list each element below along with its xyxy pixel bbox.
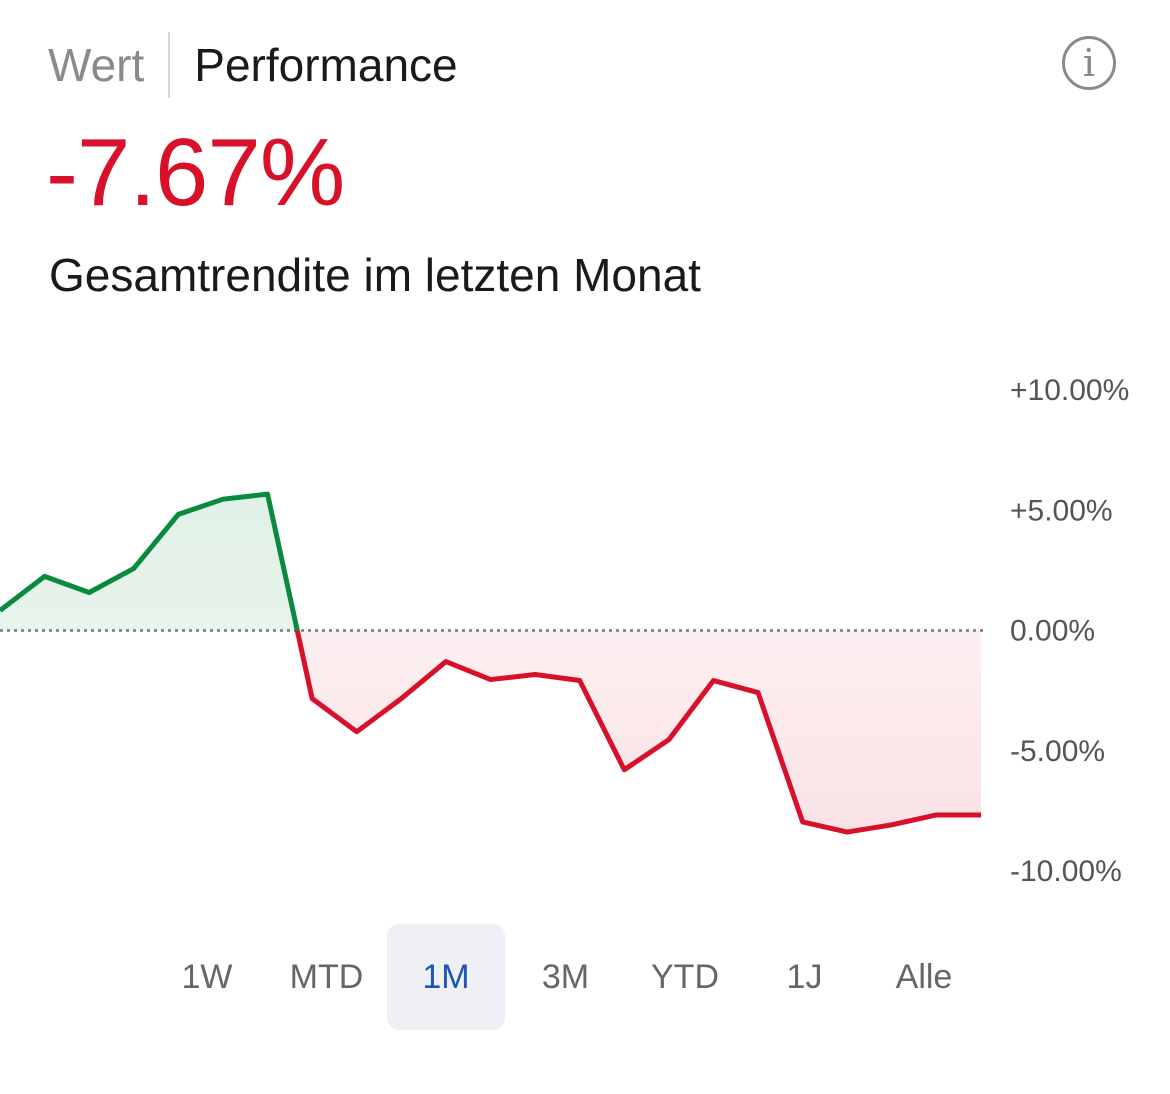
range-selector: 1W MTD 1M 3M YTD 1J Alle [148,924,985,1030]
view-tabs: Wert Performance [48,32,458,98]
y-tick-label: +5.00% [1010,494,1113,527]
y-tick-label: -5.00% [1010,735,1105,768]
info-icon[interactable]: i [1062,36,1116,90]
y-tick-label: -10.00% [1010,855,1122,888]
range-mtd[interactable]: MTD [289,957,364,996]
performance-subtitle: Gesamtrendite im letzten Monat [49,249,701,301]
range-1w[interactable]: 1W [181,957,233,996]
positive-series-line [0,491,300,631]
negative-area [0,630,981,833]
performance-chart: +10.00% +5.00% 0.00% -5.00% -10.00% [0,374,1129,888]
negative-series-line [294,630,981,835]
range-3m[interactable]: 3M [541,957,590,996]
range-1m[interactable]: 1M [387,924,505,1030]
tab-wert[interactable]: Wert [48,39,145,91]
y-tick-label: 0.00% [1010,615,1095,648]
y-tick-label: +10.00% [1010,374,1129,407]
positive-area [0,494,981,631]
range-alle[interactable]: Alle [895,957,953,996]
performance-value: -7.67% [46,119,345,226]
tab-performance[interactable]: Performance [194,39,458,91]
tab-divider [168,32,171,98]
range-ytd[interactable]: YTD [651,957,719,996]
range-1j[interactable]: 1J [786,957,823,996]
